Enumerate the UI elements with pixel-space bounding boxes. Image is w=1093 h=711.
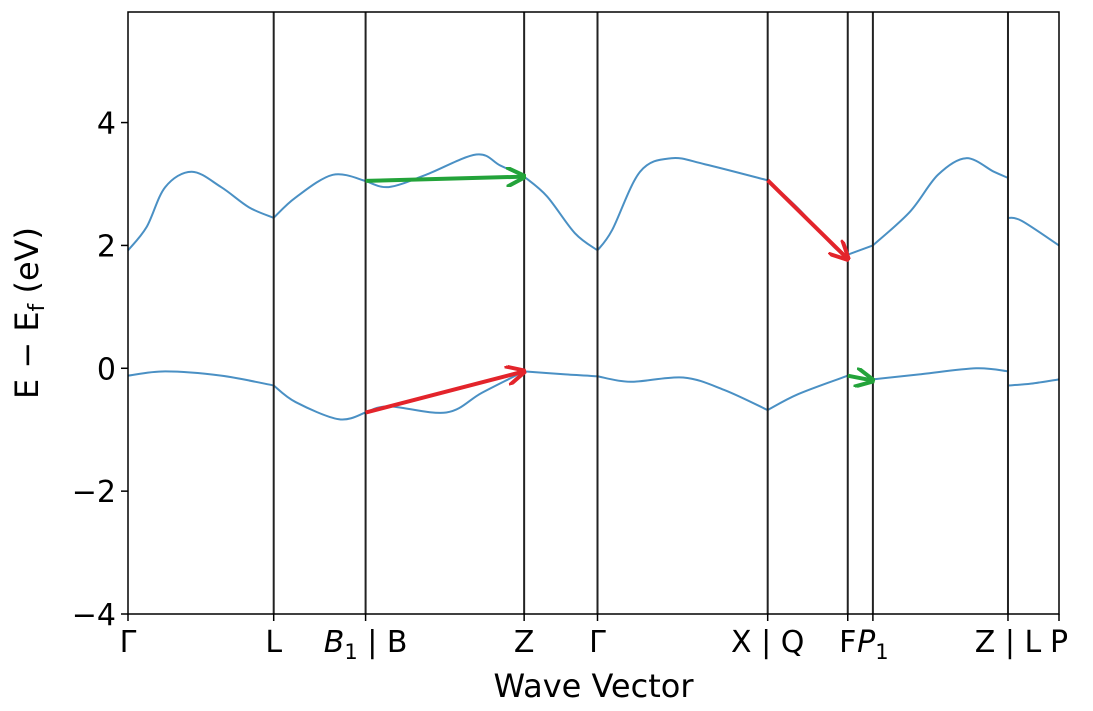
transition-arrow-0 xyxy=(365,177,525,181)
x-tick-label-9: P xyxy=(1050,625,1068,660)
x-tick-label-4: Γ xyxy=(589,625,606,660)
band-1-segment-5 xyxy=(767,374,849,411)
x-axis-title: Wave Vector xyxy=(494,667,695,705)
transition-arrows xyxy=(365,177,873,415)
band-1-segment-7 xyxy=(872,367,1009,381)
band-0-segment-4 xyxy=(596,156,768,251)
band-1-segment-1 xyxy=(273,384,366,421)
transition-arrow-3 xyxy=(847,376,873,381)
band-0-segment-8 xyxy=(1007,216,1060,247)
y-axis-title: E − Ef (eV) xyxy=(8,227,50,399)
high-symmetry-lines xyxy=(272,12,1009,614)
band-0-segment-0 xyxy=(127,170,275,251)
band-1-segment-4 xyxy=(597,375,769,411)
band-1-segment-3 xyxy=(524,370,598,378)
y-tick-label-3: 2 xyxy=(97,229,116,264)
x-tick-label-2: B1 | B xyxy=(324,625,408,664)
band-lines xyxy=(127,153,1060,421)
band-0-segment-7 xyxy=(872,157,1009,247)
plot-frame xyxy=(127,11,1060,615)
y-tick-label-2: 0 xyxy=(97,352,116,387)
x-tick-label-7: P1 xyxy=(857,625,888,664)
x-tick-label-6: F xyxy=(839,625,856,660)
x-tick-label-0: Γ xyxy=(120,625,137,660)
band-0-segment-6 xyxy=(847,244,874,256)
band-1-segment-0 xyxy=(127,370,274,387)
transition-arrow-2 xyxy=(766,178,848,259)
band-0-segment-3 xyxy=(523,175,599,252)
band-0-segment-2 xyxy=(365,153,525,189)
band-0-segment-1 xyxy=(273,173,366,219)
y-axis-ticks: −4 −2 0 2 4 xyxy=(72,107,128,633)
y-tick-label-0: −4 xyxy=(72,598,116,633)
x-tick-label-8: Z | L xyxy=(975,625,1042,660)
y-tick-label-1: −2 xyxy=(72,475,116,510)
x-tick-label-3: Z xyxy=(514,625,535,660)
x-tick-label-1: L xyxy=(265,625,282,660)
band-1-segment-8 xyxy=(1007,378,1060,387)
transition-arrow-1 xyxy=(365,371,525,415)
y-tick-label-4: 4 xyxy=(97,107,116,142)
x-tick-label-5: X | Q xyxy=(731,625,804,660)
